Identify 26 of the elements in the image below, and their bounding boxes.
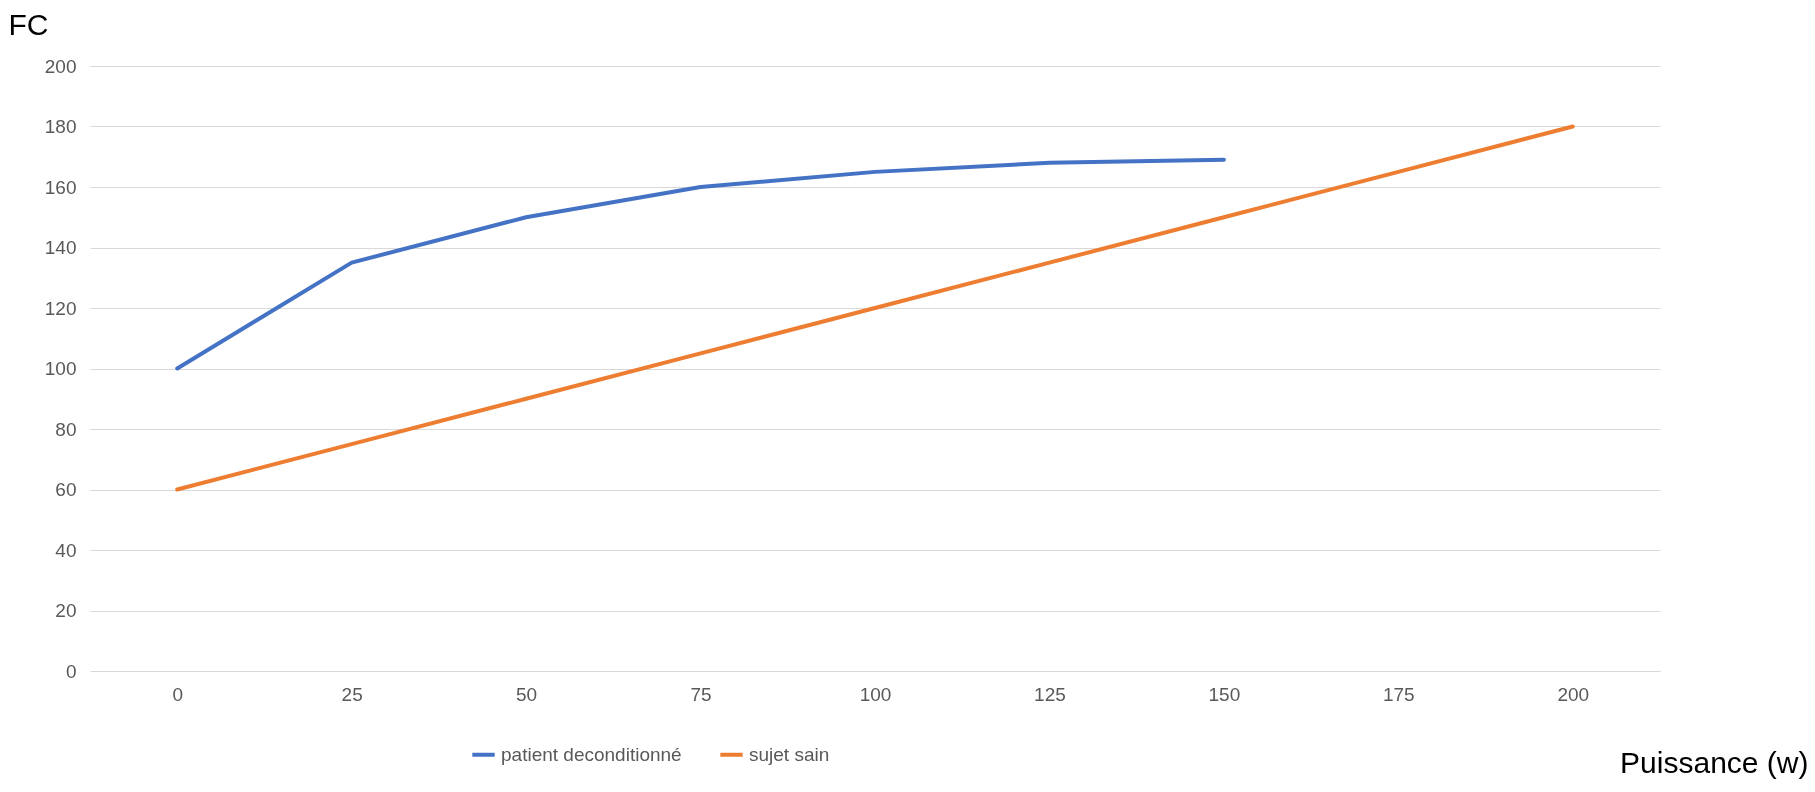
x-axis-title: Puissance (w) bbox=[1620, 745, 1809, 779]
x-tick-label: 0 bbox=[172, 683, 184, 705]
x-tick-label: 75 bbox=[690, 683, 712, 705]
x-tick-label: 50 bbox=[516, 683, 538, 705]
y-tick-label: 160 bbox=[44, 176, 77, 198]
y-tick-label: 20 bbox=[55, 600, 77, 621]
x-tick-label: 150 bbox=[1208, 683, 1241, 705]
y-tick-label: 60 bbox=[55, 479, 77, 500]
y-tick-label: 0 bbox=[65, 660, 77, 682]
y-tick-label: 180 bbox=[44, 116, 77, 137]
y-tick-label: 120 bbox=[44, 297, 77, 319]
x-tick-label: 175 bbox=[1382, 683, 1415, 705]
x-tick-label: 100 bbox=[859, 683, 892, 705]
x-tick-label: 25 bbox=[341, 683, 363, 705]
x-tick-label: 200 bbox=[1557, 683, 1590, 705]
legend-label: patient deconditionné bbox=[501, 743, 682, 765]
y-axis-title: FC bbox=[8, 7, 49, 41]
y-tick-label: 140 bbox=[44, 237, 77, 258]
line-series bbox=[175, 157, 1226, 371]
legend-label: sujet sain bbox=[749, 743, 830, 765]
y-tick-label: 200 bbox=[44, 55, 77, 77]
y-tick-label: 100 bbox=[44, 358, 77, 379]
y-tick-label: 80 bbox=[55, 418, 77, 440]
x-tick-label: 125 bbox=[1034, 683, 1066, 705]
line-series bbox=[175, 124, 1575, 492]
y-tick-label: 40 bbox=[55, 539, 77, 561]
